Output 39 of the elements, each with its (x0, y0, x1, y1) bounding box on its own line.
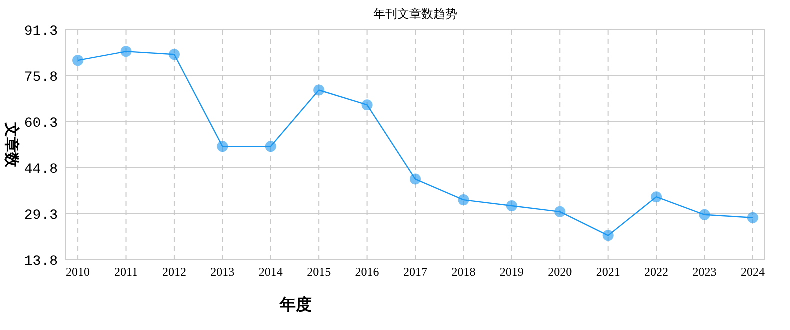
x-tick-label: 2022 (644, 265, 669, 279)
x-tick-label: 2019 (500, 265, 524, 279)
point (314, 84, 325, 96)
point (168, 49, 180, 60)
point (72, 55, 84, 66)
chart-title: 年刊文章数趋势 (374, 7, 458, 21)
y-tick-label: 13.8 (24, 254, 58, 270)
y-tick-label: 60.3 (24, 116, 58, 132)
point (217, 141, 228, 152)
point (747, 212, 758, 224)
point (265, 141, 276, 152)
x-tick-label: 2020 (548, 265, 572, 279)
point (410, 174, 421, 185)
point (602, 230, 614, 242)
x-tick-label: 2015 (307, 265, 332, 279)
point (458, 194, 470, 206)
x-tick-label: 2018 (452, 265, 476, 279)
x-tick-label: 2013 (210, 265, 235, 279)
y-tick-label: 75.8 (24, 70, 58, 86)
x-tick-label: 2021 (596, 265, 620, 279)
x-tick-label: 2016 (355, 265, 380, 279)
y-tick-label: 29.3 (24, 208, 58, 224)
point (554, 206, 566, 218)
point (120, 46, 132, 58)
point (699, 209, 710, 220)
x-tick-label: 2012 (162, 265, 186, 279)
x-tick-label: 2014 (258, 265, 283, 279)
point (506, 200, 518, 212)
x-axis-title: 年度 (279, 295, 312, 314)
point (362, 100, 373, 111)
point (651, 192, 662, 203)
x-tick-label: 2010 (66, 265, 90, 279)
x-tick-label: 2023 (692, 265, 717, 279)
y-tick-label: 91.3 (24, 24, 58, 40)
x-tick-label: 2024 (740, 265, 765, 279)
y-axis-title: 文章数 (3, 122, 21, 168)
y-tick-label: 44.8 (24, 162, 58, 178)
x-tick-label: 2017 (404, 265, 428, 279)
x-tick-label: 2011 (114, 265, 138, 279)
